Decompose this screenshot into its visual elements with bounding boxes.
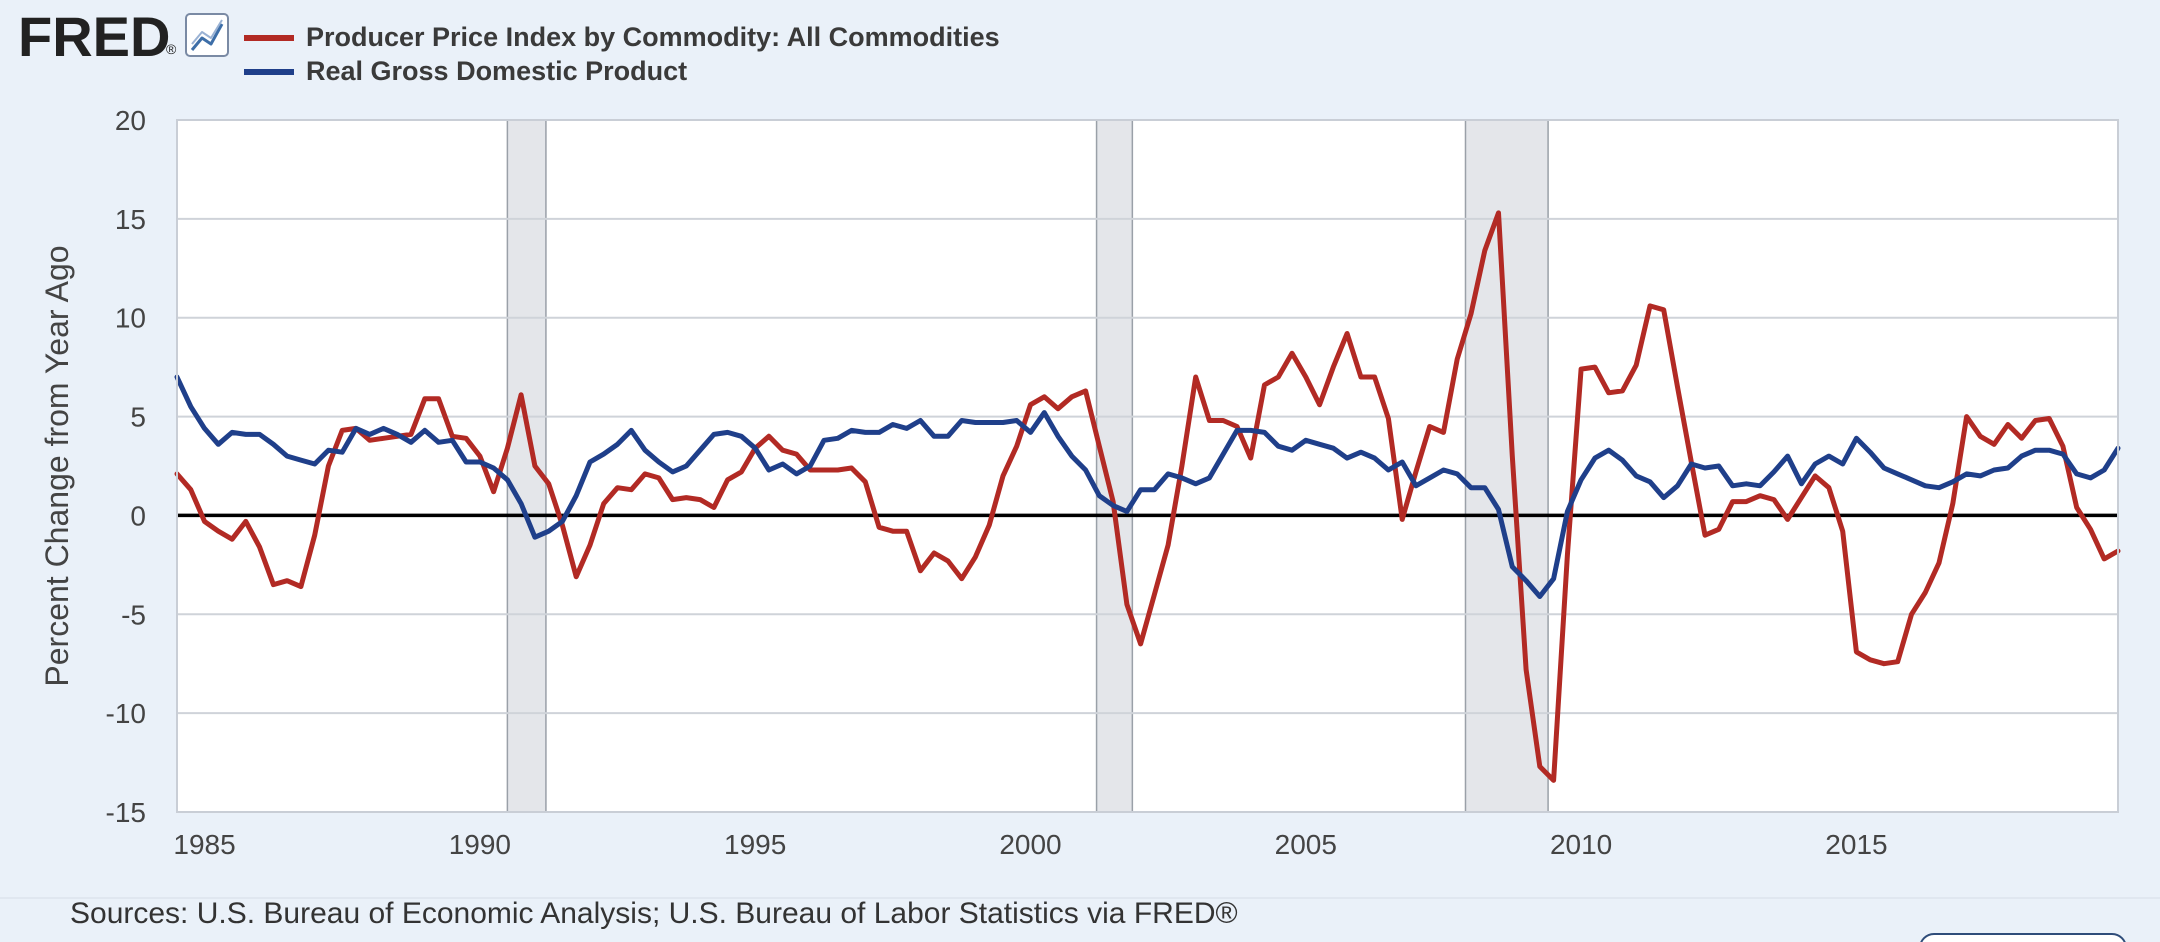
recession-band [507,120,546,812]
y-tick-label: 10 [115,303,146,334]
y-tick-label: 20 [115,105,146,136]
sources-text: Sources: U.S. Bureau of Economic Analysi… [70,897,1238,930]
y-tick-label: 5 [130,402,146,433]
footer-button[interactable] [1920,933,2126,942]
y-tick-label: -10 [106,698,146,729]
x-tick-label: 2015 [1825,829,1887,860]
series-lines [174,210,2121,783]
x-axis-ticks: 1985 1990 1995 2000 2005 2010 2015 [173,829,1887,860]
plot-border [176,119,2119,813]
recession-shading [506,120,1549,812]
legend-label-ppi: Producer Price Index by Commodity: All C… [306,22,1000,52]
y-tick-label: -5 [121,599,146,630]
y-tick-label: 0 [130,500,146,531]
gdp-series-line[interactable] [174,374,2121,599]
legend-item-ppi[interactable]: Producer Price Index by Commodity: All C… [244,22,1000,52]
legend-label-gdp: Real Gross Domestic Product [306,56,687,86]
x-tick-label: 1985 [173,829,235,860]
y-axis-ticks: 20 15 10 5 0 -5 -10 -15 [106,105,146,828]
y-axis-title: Percent Change from Year Ago [39,245,75,686]
legend-item-gdp[interactable]: Real Gross Domestic Product [244,56,687,86]
x-tick-label: 2010 [1550,829,1612,860]
x-tick-label: 1995 [724,829,786,860]
chart-line-icon [185,13,229,57]
y-tick-label: 15 [115,204,146,235]
x-tick-label: 2000 [999,829,1061,860]
fred-logo-text: FRED [18,5,170,68]
recession-band [1465,120,1549,812]
x-tick-label: 1990 [449,829,511,860]
x-tick-label: 2005 [1275,829,1337,860]
plot-area [177,120,2118,812]
legend: Producer Price Index by Commodity: All C… [244,22,1000,86]
registered-mark: ® [166,41,177,57]
fred-logo[interactable]: FRED ® [18,5,177,68]
ppi-series-line[interactable] [174,210,2121,783]
y-tick-label: -15 [106,797,146,828]
